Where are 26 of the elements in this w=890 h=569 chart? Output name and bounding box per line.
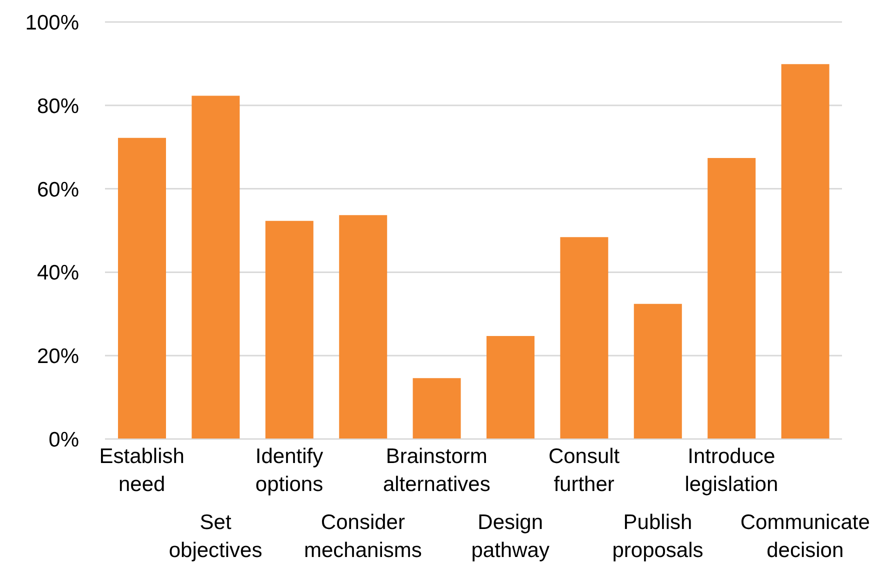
- y-tick-label: 60%: [36, 178, 79, 202]
- x-tick-label: Consider mechanisms: [304, 511, 422, 562]
- bar: [486, 336, 534, 439]
- y-tick-label: 40%: [36, 262, 79, 285]
- y-tick-label: 100%: [25, 11, 79, 34]
- bar: [634, 304, 682, 439]
- x-tick-label: Communicate decision: [740, 511, 870, 562]
- bar: [412, 378, 461, 439]
- y-tick-label: 0%: [48, 428, 79, 452]
- bar: [118, 138, 166, 439]
- bar: [265, 220, 314, 439]
- bar: [192, 96, 240, 439]
- x-tick-label: Brainstorm alternatives: [382, 445, 490, 496]
- x-tick-label: Set objectives: [168, 511, 262, 562]
- x-tick-label: Consult further: [548, 445, 620, 496]
- bar: [708, 158, 756, 439]
- x-tick-label: Introduce legislation: [684, 445, 778, 496]
- bar: [560, 237, 608, 439]
- y-tick-label: 80%: [36, 94, 79, 118]
- x-tick-label: Establish need: [99, 445, 184, 496]
- y-tick-label: 20%: [36, 345, 79, 368]
- x-tick-label: Publish proposals: [612, 511, 704, 562]
- x-tick-label: Design pathway: [471, 511, 550, 562]
- bar: [781, 64, 830, 439]
- x-tick-label: Identify options: [255, 445, 324, 496]
- bar: [339, 215, 388, 439]
